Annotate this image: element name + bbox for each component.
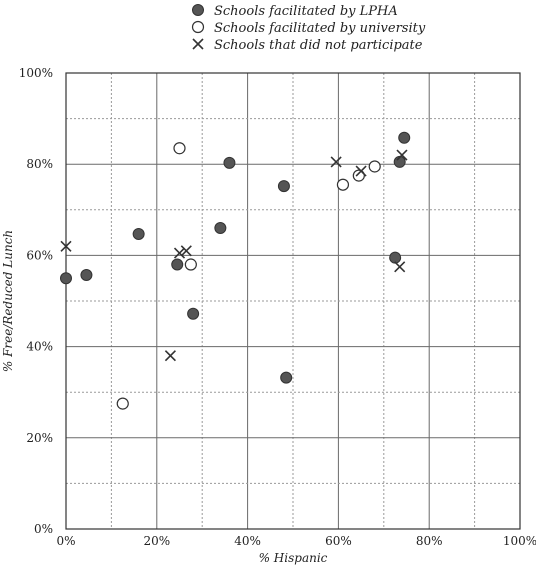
data-point — [214, 222, 227, 235]
y-tick-label: 20% — [26, 431, 53, 445]
y-axis-ticks: 0% 20% 40% 60% 80% 100% — [19, 66, 53, 536]
legend-label: Schools facilitated by university — [214, 21, 426, 36]
legend-item: Schools that did not participate — [192, 38, 423, 53]
data-point — [394, 261, 406, 273]
x-tick-label: 40% — [234, 534, 261, 548]
data-point — [277, 180, 290, 193]
data-point — [171, 258, 184, 271]
data-point — [60, 272, 72, 285]
data-point — [336, 178, 350, 191]
plot-border — [65, 72, 521, 530]
y-tick-label: 0% — [34, 522, 53, 536]
data-point — [352, 169, 365, 182]
data-point — [116, 397, 129, 410]
y-tick-label: 60% — [26, 248, 53, 262]
legend-marker — [191, 20, 205, 34]
data-point — [173, 142, 186, 155]
data-point — [330, 156, 342, 168]
x-tick-label: 80% — [416, 534, 443, 548]
x-tick-label: 0% — [56, 534, 75, 548]
series-2 — [116, 142, 381, 410]
legend-label: Schools facilitated by LPHA — [214, 4, 398, 19]
legend-marker — [192, 4, 204, 16]
data-point — [180, 245, 192, 257]
data-point — [355, 165, 367, 177]
series-3 — [60, 149, 408, 362]
data-point — [80, 269, 93, 282]
legend-marker — [192, 38, 204, 50]
x-axis-label: % Hispanic — [259, 551, 328, 565]
data-point — [223, 156, 236, 169]
data-point — [164, 350, 176, 362]
data-point — [173, 247, 186, 259]
x-tick-label: 60% — [325, 534, 352, 548]
data-point — [398, 131, 411, 144]
legend: Schools facilitated by LPHA Schools facil… — [191, 4, 426, 53]
legend-item: Schools facilitated by university — [191, 20, 426, 36]
data-point — [280, 371, 293, 384]
plot-frame — [65, 72, 521, 530]
y-tick-label: 40% — [26, 340, 53, 354]
y-axis-label: % Free/Reduced Lunch — [1, 230, 15, 372]
data-point — [132, 227, 145, 240]
x-tick-label: 20% — [143, 534, 170, 548]
legend-item: Schools facilitated by LPHA — [192, 4, 398, 19]
x-tick-label: 100% — [503, 534, 536, 548]
y-tick-label: 100% — [19, 66, 53, 80]
data-point — [396, 149, 408, 161]
grid — [66, 73, 520, 529]
y-tick-label: 80% — [26, 157, 53, 171]
data-point — [60, 240, 72, 252]
data-point — [184, 258, 197, 271]
legend-label: Schools that did not participate — [214, 38, 423, 53]
x-axis-ticks: 0% 20% 40% 60% 80% 100% — [56, 534, 536, 548]
data-point — [187, 307, 200, 320]
data-points — [60, 131, 411, 410]
data-point — [368, 160, 381, 173]
